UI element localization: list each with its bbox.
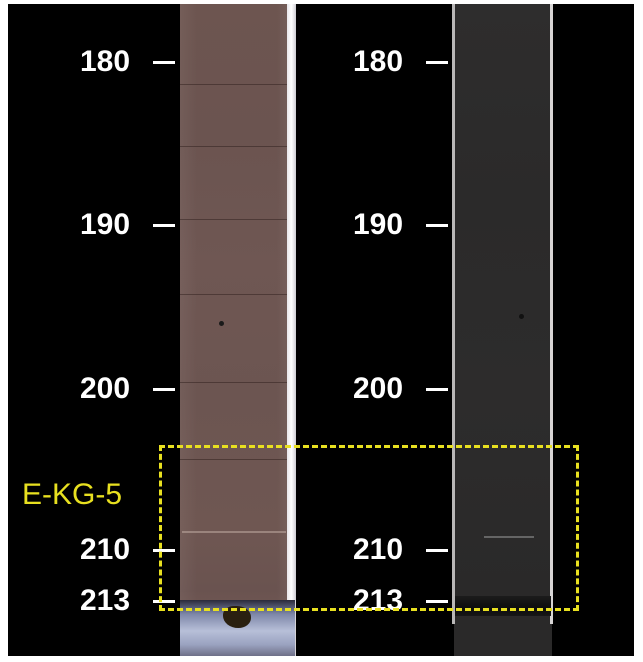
- depth-tick-right: [426, 388, 448, 391]
- core-gray-dark-spot: [519, 314, 524, 319]
- depth-label-190-left: 190: [80, 208, 131, 241]
- core-gray-liner-edge-right: [550, 4, 553, 624]
- depth-tick-right: [426, 61, 448, 64]
- core-section-seam: [180, 146, 288, 147]
- zone-highlight-box: [159, 445, 579, 611]
- core-section-seam: [180, 294, 288, 295]
- depth-tick-left: [153, 61, 175, 64]
- depth-tick-right: [426, 224, 448, 227]
- depth-label-180-left: 180: [80, 45, 131, 78]
- core-color-liner-edge: [287, 4, 296, 656]
- depth-label-200-left: 200: [80, 372, 131, 405]
- core-color-dark-clast: [223, 606, 251, 628]
- depth-label-213-left: 213: [80, 584, 131, 617]
- core-gray-light-band: [484, 536, 534, 538]
- depth-tick-right: [426, 600, 448, 603]
- core-gray-base: [455, 596, 551, 616]
- depth-label-180-right: 180: [353, 45, 404, 78]
- depth-tick-left: [153, 549, 175, 552]
- depth-tick-right: [426, 549, 448, 552]
- depth-label-210-left: 210: [80, 533, 131, 566]
- depth-label-210-right: 210: [353, 533, 404, 566]
- core-light-band: [182, 531, 286, 533]
- depth-tick-left: [153, 224, 175, 227]
- depth-tick-left: [153, 600, 175, 603]
- core-gray-liner-edge-left: [452, 4, 455, 624]
- depth-label-200-right: 200: [353, 372, 404, 405]
- depth-label-190-right: 190: [353, 208, 404, 241]
- core-dark-spot: [219, 321, 224, 326]
- core-color-photo: [180, 4, 294, 656]
- core-section-seam: [180, 84, 288, 85]
- core-section-seam: [180, 219, 288, 220]
- core-section-seam: [180, 382, 288, 383]
- zone-label: E-KG-5: [22, 478, 123, 511]
- core-photo-panel: 180 190 200 210 213 180 190 200 210 213 …: [8, 4, 634, 656]
- core-gray-photo: [454, 4, 552, 656]
- core-section-seam: [180, 459, 288, 460]
- depth-tick-left: [153, 388, 175, 391]
